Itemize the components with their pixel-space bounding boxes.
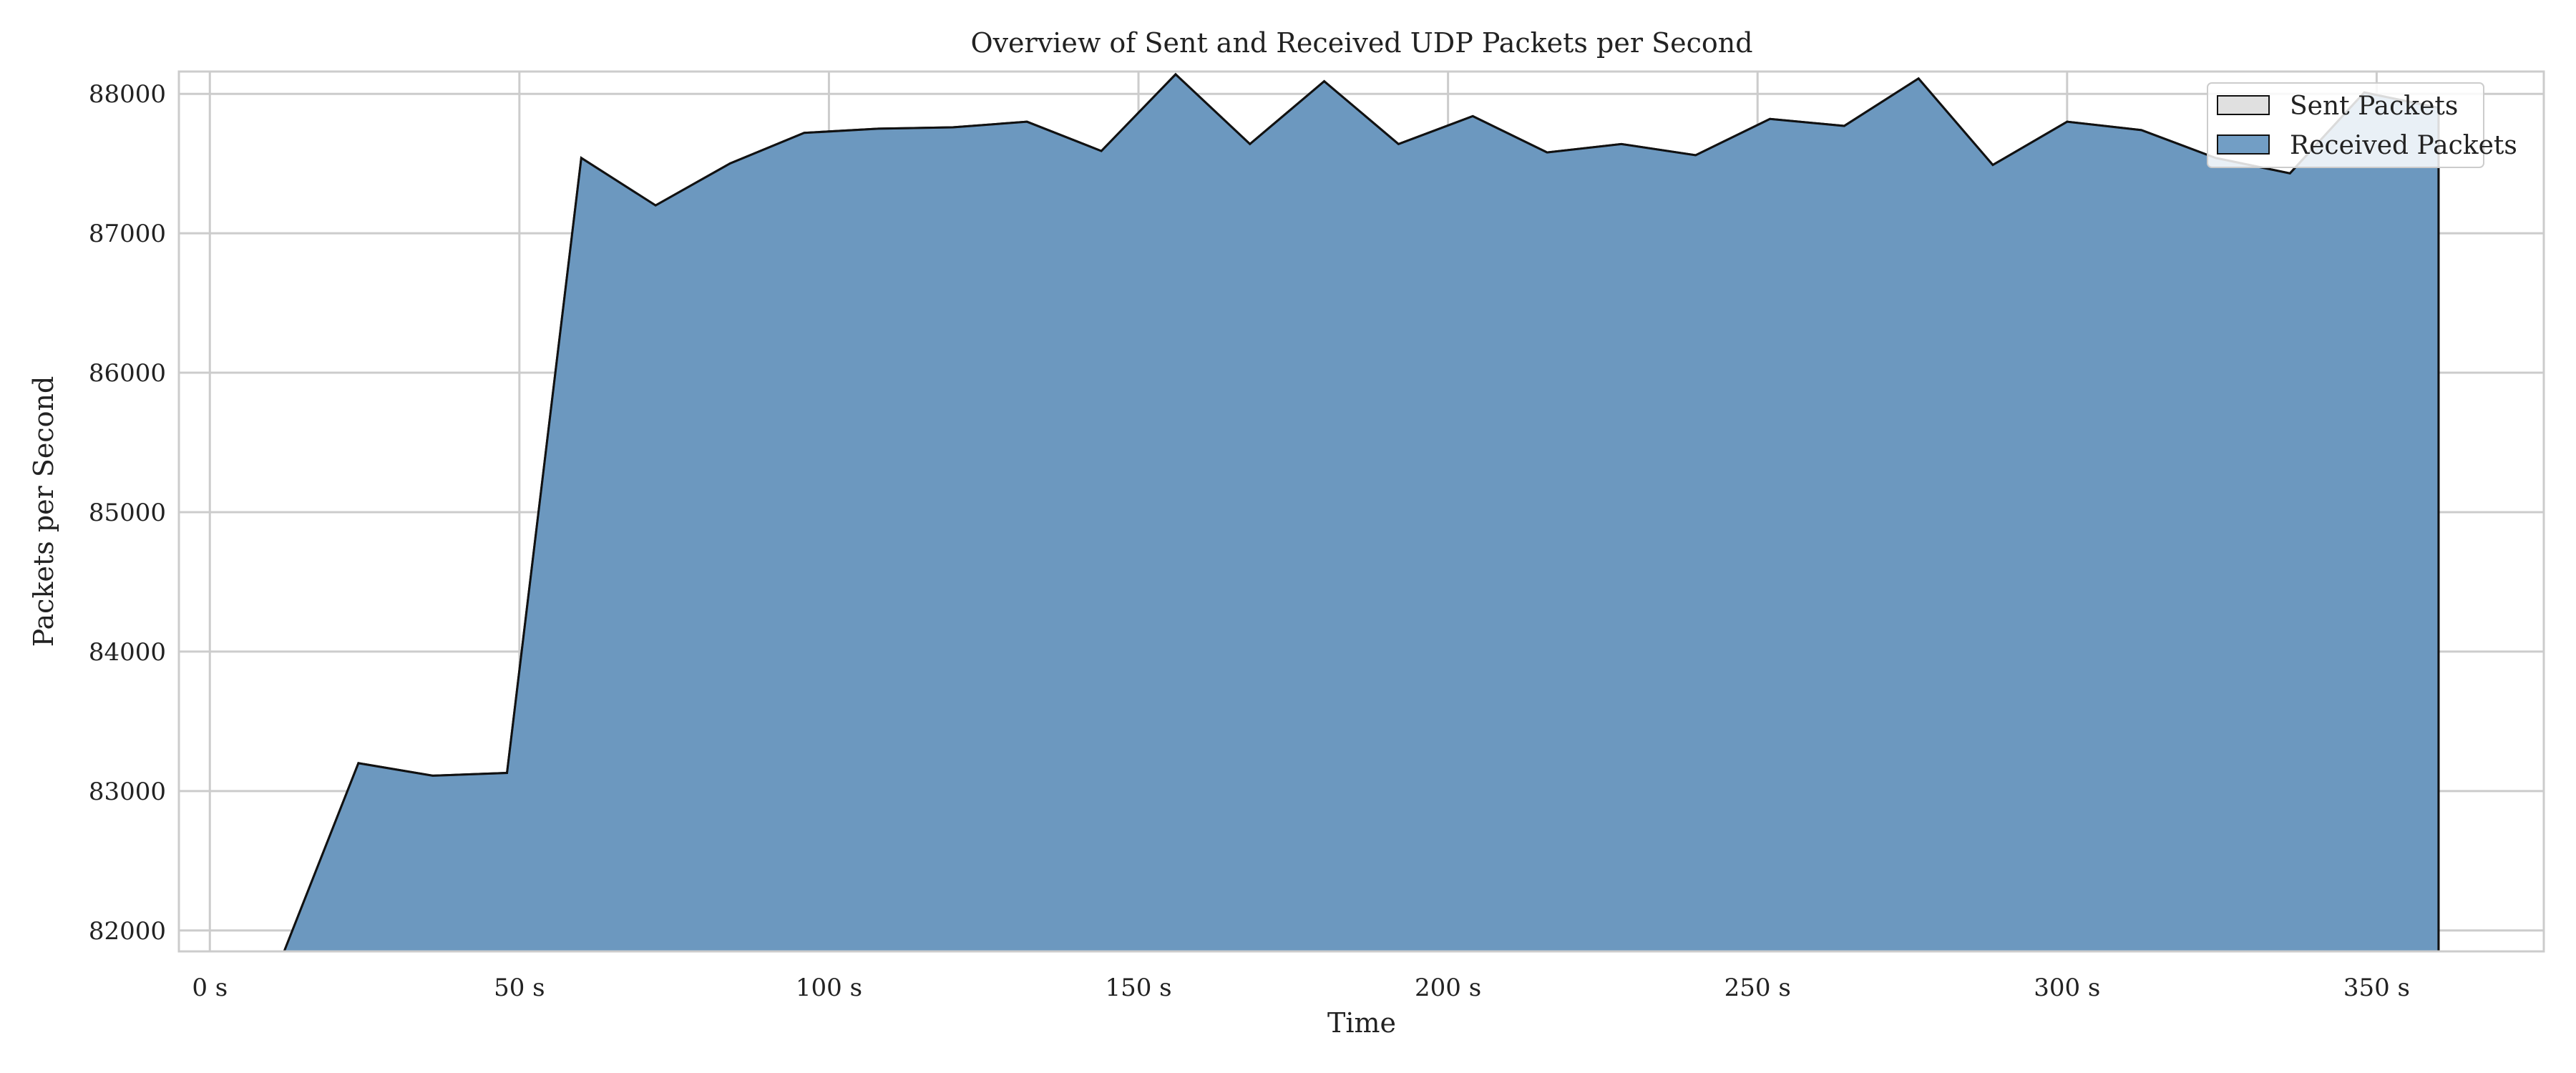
x-axis-label: Time bbox=[1327, 1007, 1396, 1039]
x-tick-label: 350 s bbox=[2343, 974, 2410, 1002]
y-axis-label: Packets per Second bbox=[28, 376, 59, 647]
y-tick-label: 82000 bbox=[89, 917, 166, 946]
x-tick-label: 300 s bbox=[2034, 974, 2100, 1002]
x-tick-label: 50 s bbox=[494, 974, 545, 1002]
y-tick-label: 84000 bbox=[89, 638, 166, 667]
legend-swatch-received bbox=[2217, 134, 2270, 155]
legend-box bbox=[2207, 82, 2484, 168]
plot-frame bbox=[177, 70, 2545, 953]
legend-label-sent: Sent Packets bbox=[2290, 92, 2458, 121]
chart-title: Overview of Sent and Received UDP Packet… bbox=[970, 27, 1752, 59]
x-axis-ticks: 0 s 50 s 100 s 150 s 200 s 250 s 300 s 350 s bbox=[192, 974, 2410, 1002]
y-axis-ticks: 82000 83000 84000 85000 86000 87000 88000 bbox=[89, 80, 166, 946]
x-tick-label: 200 s bbox=[1415, 974, 1481, 1002]
x-tick-label: 0 s bbox=[192, 974, 228, 1002]
legend-label-received: Received Packets bbox=[2290, 131, 2517, 160]
y-tick-label: 87000 bbox=[89, 220, 166, 248]
y-tick-label: 86000 bbox=[89, 359, 166, 388]
legend-swatch-sent bbox=[2217, 95, 2270, 115]
series-areas bbox=[280, 72, 2440, 951]
x-tick-label: 250 s bbox=[1724, 974, 1791, 1002]
y-tick-label: 85000 bbox=[89, 499, 166, 527]
y-tick-label: 88000 bbox=[89, 80, 166, 109]
x-tick-label: 150 s bbox=[1105, 974, 1171, 1002]
received-packets-area bbox=[280, 72, 2440, 951]
x-tick-label: 100 s bbox=[796, 974, 862, 1002]
legend: Sent Packets Received Packets bbox=[2207, 82, 2517, 168]
y-tick-label: 83000 bbox=[89, 778, 166, 806]
